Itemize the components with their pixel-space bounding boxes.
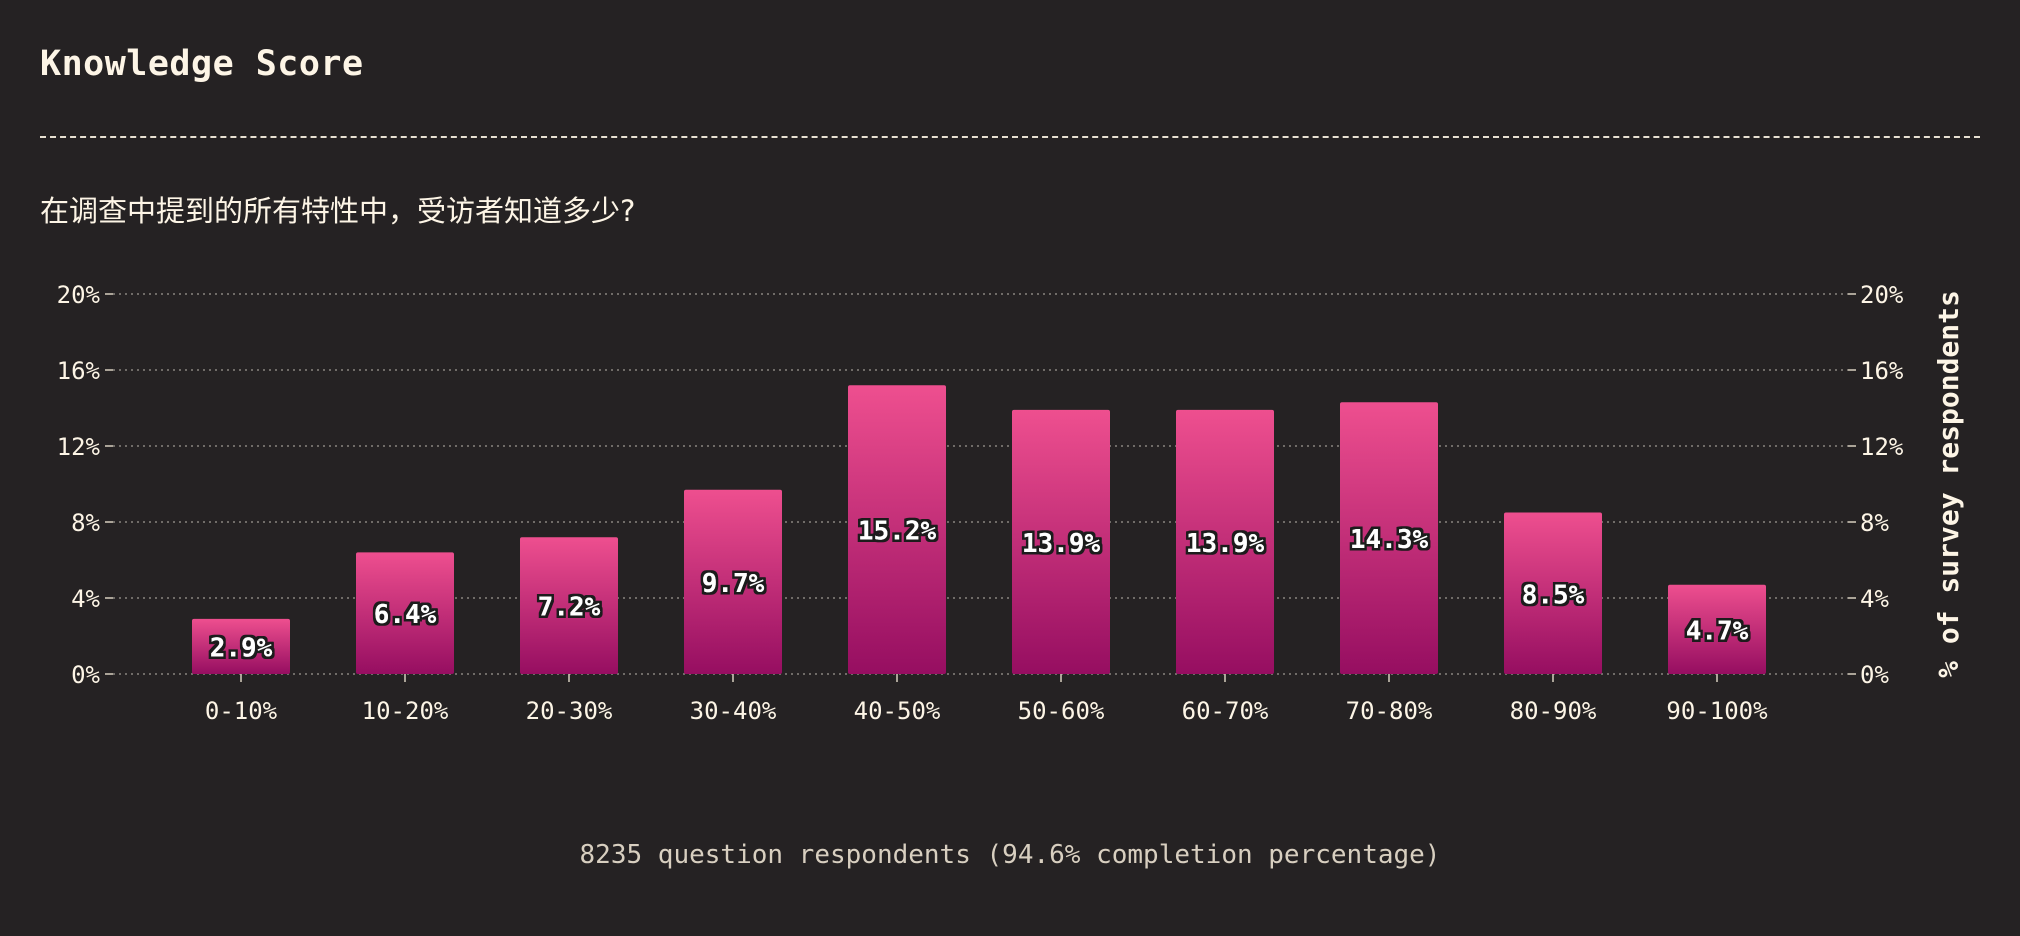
bar-value-label: 15.2%	[858, 517, 937, 547]
y-tick-label-right: 8%	[1860, 509, 1889, 537]
bar-value-label: 9.7%	[702, 569, 765, 599]
y-tick-label-right: 12%	[1860, 433, 1904, 461]
y-tick-label-left: 16%	[57, 357, 101, 385]
bar-10-20%	[356, 552, 454, 674]
bar-20-30%	[520, 537, 618, 674]
bar-90-100%	[1668, 584, 1766, 674]
x-tick-label: 60-70%	[1182, 697, 1269, 725]
bar-value-label: 7.2%	[538, 593, 601, 623]
bar-value-label: 13.9%	[1022, 529, 1101, 559]
y-tick-label-left: 0%	[71, 661, 100, 689]
y-tick-label-left: 20%	[57, 281, 101, 309]
y-tick-label-right: 16%	[1860, 357, 1904, 385]
y-tick-label-right: 20%	[1860, 281, 1904, 309]
chart-title: Knowledge Score	[40, 44, 364, 84]
bar-70-80%	[1340, 402, 1438, 674]
bar-80-90%	[1504, 512, 1602, 674]
bar-value-label: 13.9%	[1186, 529, 1265, 559]
y-tick-label-right: 0%	[1860, 661, 1889, 689]
x-tick-label: 70-80%	[1346, 697, 1433, 725]
x-tick-label: 50-60%	[1018, 697, 1105, 725]
bar-value-label: 6.4%	[374, 600, 437, 630]
bar-value-label: 14.3%	[1350, 525, 1429, 555]
bar-40-50%	[848, 385, 946, 674]
bar-60-70%	[1176, 409, 1274, 674]
y-axis-title-right: % of survey respondents	[1932, 290, 1965, 678]
y-tick-label-left: 8%	[71, 509, 100, 537]
title-divider	[40, 136, 1980, 138]
bar-value-label: 4.7%	[1686, 616, 1749, 646]
x-tick-label: 20-30%	[526, 697, 613, 725]
x-tick-label: 40-50%	[854, 697, 941, 725]
bar-chart: 0% 0% 4% 4% 8% 8% 12% 12% 16% 16% 20% 20% 0-10% 10-20…	[57, 281, 1965, 725]
bar-30-40%	[684, 489, 782, 674]
y-tick-label-left: 4%	[71, 585, 100, 613]
y-tick-label-left: 12%	[57, 433, 101, 461]
bar-0-10%	[192, 618, 290, 674]
bar-value-label: 8.5%	[1522, 580, 1585, 610]
x-tick-label: 0-10%	[205, 697, 278, 725]
chart-subtitle: 在调查中提到的所有特性中，受访者知道多少?	[40, 194, 636, 228]
y-tick-label-right: 4%	[1860, 585, 1889, 613]
x-tick-label: 90-100%	[1666, 697, 1768, 725]
x-tick-label: 80-90%	[1510, 697, 1597, 725]
x-tick-label: 10-20%	[362, 697, 449, 725]
bar-50-60%	[1012, 409, 1110, 674]
x-tick-label: 30-40%	[690, 697, 777, 725]
respondents-footnote: 8235 question respondents (94.6% complet…	[579, 840, 1441, 870]
bar-value-label: 2.9%	[210, 633, 273, 663]
